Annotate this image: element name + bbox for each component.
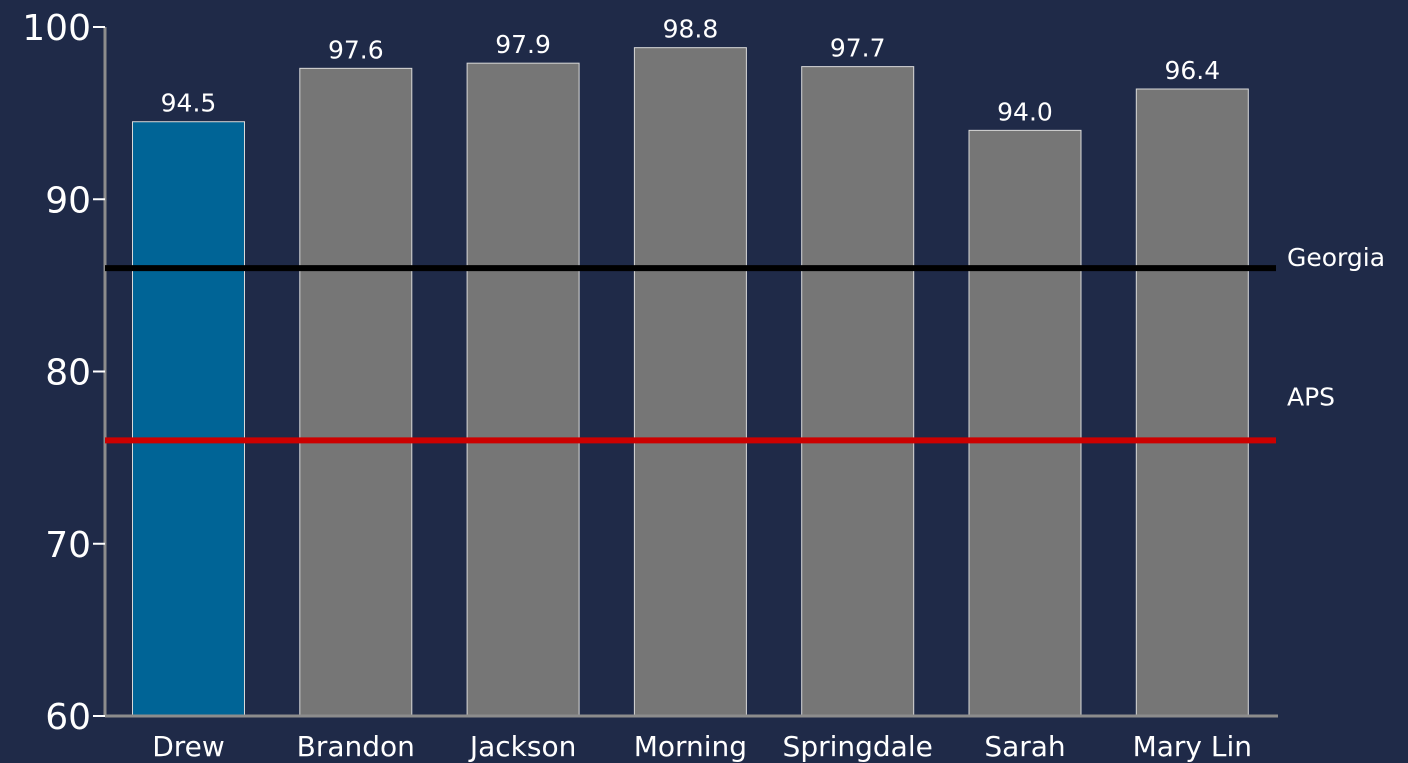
reference-label-aps: APS <box>1287 382 1335 411</box>
y-tick-label: 90 <box>45 180 91 221</box>
data-label: 96.4 <box>1164 56 1220 85</box>
bar-brandon <box>299 67 413 717</box>
bar-jackson <box>466 62 580 717</box>
data-label: 97.9 <box>495 30 551 59</box>
y-tick-label: 80 <box>45 353 91 394</box>
y-tick-label: 100 <box>22 8 91 49</box>
x-category-label: Drew <box>152 730 225 763</box>
y-tick-label: 60 <box>45 697 91 738</box>
x-axis: Drew Brandon Jackson Morning Springdale Sarah… <box>93 714 1278 763</box>
bar-mary-lin <box>1135 88 1249 717</box>
bar-sarah <box>968 129 1082 717</box>
x-category-label: Springdale <box>783 730 933 763</box>
y-axis: 60 70 80 90 100 <box>22 8 107 738</box>
data-label: 98.8 <box>663 15 719 44</box>
bars: 94.5 97.6 97.9 98.8 97.7 94.0 96.4 <box>132 15 1249 717</box>
x-category-label: Jackson <box>468 730 577 763</box>
reference-lines: Georgia APS <box>105 243 1385 444</box>
y-tick-label: 70 <box>45 525 91 566</box>
data-label: 97.6 <box>328 35 384 64</box>
reference-label-georgia: Georgia <box>1287 243 1385 272</box>
bar-drew <box>132 121 245 717</box>
x-category-label: Morning <box>634 730 747 763</box>
bar-morning <box>633 47 747 717</box>
bar-springdale <box>801 66 915 717</box>
x-category-label: Brandon <box>297 730 415 763</box>
data-label: 94.0 <box>997 97 1053 126</box>
x-category-label: Mary Lin <box>1133 730 1252 763</box>
x-category-label: Sarah <box>984 730 1065 763</box>
data-label: 97.7 <box>830 34 886 63</box>
data-label: 94.5 <box>161 89 217 118</box>
